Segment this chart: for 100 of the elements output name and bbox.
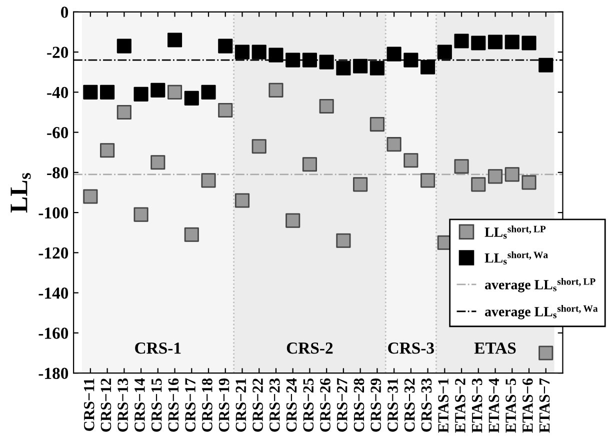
point <box>134 207 148 222</box>
x-tick-label: CRS−26 <box>320 378 330 432</box>
point <box>319 98 334 114</box>
point <box>504 34 520 50</box>
x-tick-label: CRS−17 <box>185 378 196 432</box>
x-tick-label: CRS−13 <box>118 378 128 432</box>
point <box>302 52 317 68</box>
point <box>504 167 520 182</box>
point <box>471 177 486 192</box>
point <box>252 44 266 60</box>
point <box>83 84 98 100</box>
legend-label: LL$_{s}$$^{short,LP}$ <box>484 226 546 239</box>
x-tick-label: CRS−18 <box>202 378 212 432</box>
x-tick-label: CRS−25 <box>303 378 314 432</box>
point <box>404 153 418 168</box>
y-tick-label: -40 <box>47 86 68 98</box>
point <box>454 159 469 174</box>
point <box>353 58 368 74</box>
x-tick-label: CRS−19 <box>218 378 230 432</box>
point <box>420 60 436 74</box>
legend-label: average LL$_{s}$$^{short,LP}$ <box>485 278 596 292</box>
point <box>353 177 368 192</box>
y-tick-label: -60 <box>47 127 68 138</box>
point <box>201 173 216 188</box>
y-tick-label: -120 <box>38 247 68 259</box>
x-tick-label: ETAS−3 <box>472 378 482 433</box>
x-tick-label: ETAS−5 <box>506 378 516 433</box>
x-tick-label: ETAS−6 <box>522 378 533 433</box>
point <box>116 104 132 120</box>
point <box>538 58 554 72</box>
point <box>522 175 536 190</box>
point <box>100 84 115 100</box>
point <box>268 48 284 62</box>
x-tick-label: CRS−11 <box>84 378 94 431</box>
point <box>336 60 351 76</box>
x-tick-label: ETAS−4 <box>488 378 500 433</box>
point <box>100 143 115 158</box>
point <box>286 52 300 68</box>
point <box>488 34 503 50</box>
point <box>150 155 166 170</box>
legend-label: average LL$_{s}$$^{short,Wa}$ <box>485 304 598 320</box>
x-tick-label: CRS−16 <box>168 378 179 432</box>
point <box>234 193 250 208</box>
x-tick-label: CRS−14 <box>134 378 145 432</box>
point <box>522 36 536 50</box>
x-tick-label: CRS−24 <box>286 378 297 432</box>
legend-label: LL$_{s}$$^{short,Wa}$ <box>484 251 548 265</box>
point <box>437 44 452 60</box>
y-tick-label: 0 <box>61 6 68 18</box>
point <box>83 189 98 204</box>
point <box>184 227 199 242</box>
x-tick-label: CRS−12 <box>100 378 112 432</box>
point <box>286 213 300 228</box>
x-tick-label: CRS−29 <box>370 378 382 432</box>
x-tick-label: CRS−32 <box>404 378 415 432</box>
point <box>404 52 418 68</box>
band-label: ETAS <box>474 342 516 354</box>
point <box>386 137 402 152</box>
point <box>538 346 554 360</box>
point <box>370 60 384 76</box>
y-tick-label: -100 <box>38 207 68 218</box>
x-tick-label: CRS−22 <box>252 378 263 432</box>
y-axis-title: LL$_{s}$ <box>10 173 31 213</box>
point <box>167 84 182 100</box>
band-label: CRS-1 <box>135 342 181 354</box>
point <box>218 38 233 54</box>
point <box>184 90 199 106</box>
point <box>150 82 166 98</box>
x-tick-label: CRS−27 <box>337 378 348 432</box>
point <box>302 157 317 172</box>
x-tick-label: CRS−23 <box>270 378 280 432</box>
point <box>167 32 182 48</box>
y-tick-label: -160 <box>38 328 68 339</box>
y-tick-label: -80 <box>47 167 68 178</box>
point <box>471 36 486 50</box>
point <box>116 38 132 54</box>
point <box>488 169 503 184</box>
point <box>370 116 384 132</box>
x-tick-label: CRS−15 <box>151 378 162 432</box>
point <box>134 86 148 102</box>
point <box>268 82 284 98</box>
x-tick-label: CRS−28 <box>354 378 364 432</box>
x-tick-label: CRS−31 <box>388 378 398 432</box>
point <box>319 54 334 70</box>
x-tick-label: CRS−33 <box>421 378 432 432</box>
y-tick-label: -20 <box>47 46 68 58</box>
point <box>234 44 250 60</box>
x-tick-label: ETAS−7 <box>539 378 550 433</box>
point <box>218 102 233 118</box>
y-tick-label: -140 <box>38 288 68 299</box>
x-tick-label: CRS−21 <box>236 378 246 432</box>
point <box>386 46 402 62</box>
x-tick-label: ETAS−2 <box>455 378 466 433</box>
point <box>252 139 266 154</box>
point <box>336 233 351 248</box>
point <box>420 173 436 188</box>
band-label: CRS-2 <box>286 342 333 354</box>
band-label: CRS-3 <box>388 342 434 354</box>
point <box>201 84 216 100</box>
point <box>454 34 469 48</box>
